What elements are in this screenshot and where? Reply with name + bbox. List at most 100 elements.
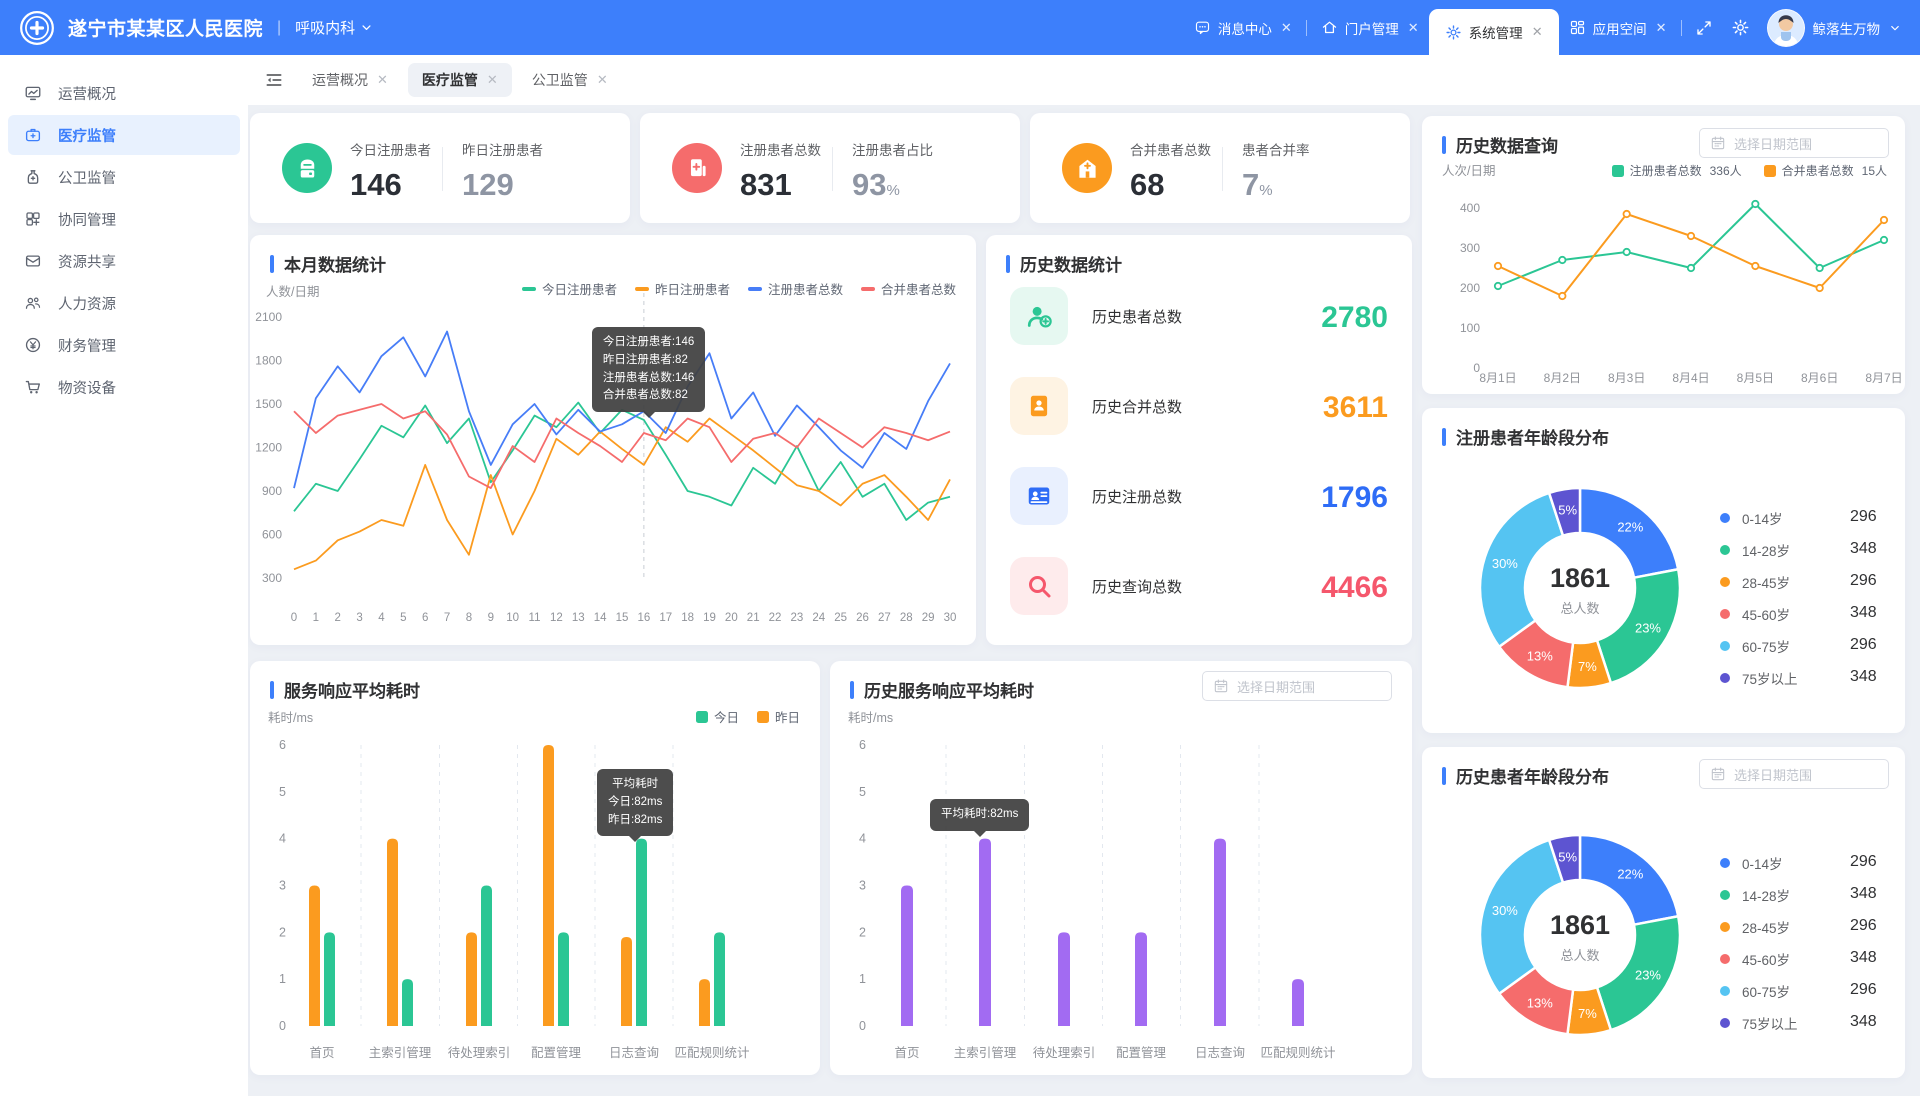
sidebar-item-协同管理[interactable]: 协同管理 — [8, 199, 240, 239]
legend-label: 60-75岁 — [1742, 981, 1790, 1001]
close-icon[interactable]: ✕ — [487, 72, 498, 88]
department-switcher[interactable]: 呼吸内科 — [295, 17, 374, 38]
settings-button[interactable] — [1722, 0, 1759, 55]
history-stat-row-历史注册总数: 历史注册总数 — [1010, 467, 1182, 525]
stat-value: 831 — [740, 169, 821, 200]
donut-legend-28-45岁[interactable]: 28-45岁 — [1720, 572, 1790, 592]
patient-add-icon — [1024, 301, 1054, 331]
user-menu[interactable]: 鲸落生万物 — [1759, 0, 1920, 55]
stat-metric: 注册患者占比 93% — [852, 139, 933, 200]
donut-total: 1861 总人数 — [1525, 563, 1635, 617]
stat-card-icon-wrap — [282, 143, 332, 193]
nav-tab-门户管理[interactable]: 门户管理✕ — [1311, 0, 1429, 55]
workspace-tab-公卫监管[interactable]: 公卫监管 ✕ — [518, 63, 622, 97]
close-icon[interactable]: ✕ — [597, 72, 608, 88]
nav-tab-系统管理[interactable]: 系统管理✕ — [1429, 9, 1559, 55]
workspace-tab-医疗监管[interactable]: 医疗监管 ✕ — [408, 63, 512, 97]
svg-text:12: 12 — [550, 612, 563, 624]
svg-text:22: 22 — [769, 612, 782, 624]
history-stat-row-历史查询总数: 历史查询总数 — [1010, 557, 1182, 615]
message-icon — [1194, 19, 1211, 36]
donut-legend-0-14岁[interactable]: 0-14岁 — [1720, 853, 1783, 873]
history-stat-icon-wrap — [1010, 377, 1068, 435]
nav-tab-消息中心[interactable]: 消息中心✕ — [1184, 0, 1302, 55]
tooltip-line: 平均耗时 — [608, 776, 662, 794]
donut-legend-45-60岁[interactable]: 45-60岁 — [1720, 604, 1790, 624]
avatar — [1767, 9, 1805, 47]
donut-legend-75岁以上[interactable]: 75岁以上 — [1720, 1013, 1798, 1033]
stat-divider — [832, 147, 833, 191]
svg-text:11: 11 — [529, 612, 541, 624]
sidebar-item-运营概况[interactable]: 运营概况 — [8, 73, 240, 113]
svg-text:17: 17 — [659, 612, 672, 624]
donut-legend-value: 296 — [1850, 917, 1877, 935]
svg-text:10: 10 — [506, 612, 519, 624]
stat-value: 146 — [350, 169, 431, 200]
history-stat-value: 1796 — [1321, 481, 1388, 515]
donut-legend-28-45岁[interactable]: 28-45岁 — [1720, 917, 1790, 937]
gear-icon — [1731, 18, 1750, 37]
donut-legend-45-60岁[interactable]: 45-60岁 — [1720, 949, 1790, 969]
sidebar-item-公卫监管[interactable]: 公卫监管 — [8, 157, 240, 197]
donut-legend-60-75岁[interactable]: 60-75岁 — [1720, 636, 1790, 656]
sidebar-item-label: 公卫监管 — [58, 167, 116, 188]
donut-total-label: 总人数 — [1525, 598, 1635, 617]
legend-dot — [1720, 609, 1730, 619]
donut-legend-value: 296 — [1850, 981, 1877, 999]
sidebar-item-资源共享[interactable]: 资源共享 — [8, 241, 240, 281]
search-icon — [1024, 571, 1054, 601]
close-icon[interactable]: ✕ — [1656, 20, 1667, 36]
panel-header: 历史数据统计 — [1006, 251, 1122, 276]
svg-text:30%: 30% — [1492, 556, 1518, 571]
sidebar-item-人力资源[interactable]: 人力资源 — [8, 283, 240, 323]
stat-value: 7% — [1242, 169, 1310, 200]
svg-text:13%: 13% — [1527, 648, 1553, 663]
fullscreen-button[interactable] — [1686, 0, 1722, 55]
close-icon[interactable]: ✕ — [377, 72, 388, 88]
donut-legend-75岁以上[interactable]: 75岁以上 — [1720, 668, 1798, 688]
close-icon[interactable]: ✕ — [1408, 20, 1419, 36]
nav-tab-应用空间[interactable]: 应用空间✕ — [1559, 0, 1677, 55]
navbar-right: 消息中心✕门户管理✕系统管理✕应用空间✕ 鲸落生万物 — [1184, 0, 1920, 55]
stat-label: 昨日注册患者 — [462, 139, 543, 159]
sidebar-item-物资设备[interactable]: 物资设备 — [8, 367, 240, 407]
svg-text:900: 900 — [262, 484, 282, 498]
hospital-logo — [18, 9, 56, 47]
donut-legend-value: 348 — [1850, 604, 1877, 622]
history-stat-label: 历史查询总数 — [1092, 576, 1182, 597]
collapse-sidebar-icon[interactable] — [264, 70, 284, 90]
collapse-icon — [264, 70, 284, 90]
close-icon[interactable]: ✕ — [1532, 24, 1543, 40]
donut-legend-60-75岁[interactable]: 60-75岁 — [1720, 981, 1790, 1001]
svg-text:待处理索引: 待处理索引 — [1033, 1046, 1096, 1060]
svg-text:8月5日: 8月5日 — [1737, 371, 1774, 385]
svg-text:13: 13 — [572, 612, 585, 624]
legend-dot — [1720, 673, 1730, 683]
legend-dot — [1720, 545, 1730, 555]
avatar-image — [1768, 10, 1804, 46]
stat-metric: 合并患者总数 68 — [1130, 139, 1211, 200]
svg-text:14: 14 — [594, 612, 607, 624]
donut-legend-14-28岁[interactable]: 14-28岁 — [1720, 540, 1790, 560]
legend-dot — [1720, 922, 1730, 932]
publichealth-icon — [24, 168, 42, 186]
workspace-tab-运营概况[interactable]: 运营概况 ✕ — [298, 63, 402, 97]
close-icon[interactable]: ✕ — [1281, 20, 1292, 36]
svg-text:9: 9 — [488, 612, 494, 624]
donut-legend-value: 348 — [1850, 1013, 1877, 1031]
donut-legend-0-14岁[interactable]: 0-14岁 — [1720, 508, 1783, 528]
svg-text:25: 25 — [834, 612, 847, 624]
sidebar-item-财务管理[interactable]: 财务管理 — [8, 325, 240, 365]
sidebar-item-医疗监管[interactable]: 医疗监管 — [8, 115, 240, 155]
grid-icon — [1569, 19, 1586, 36]
stat-label: 注册患者总数 — [740, 139, 821, 159]
donut-legend-14-28岁[interactable]: 14-28岁 — [1720, 885, 1790, 905]
legend-dot — [1720, 577, 1730, 587]
svg-text:主索引管理: 主索引管理 — [954, 1045, 1017, 1060]
legend-dot — [1720, 954, 1730, 964]
svg-text:16: 16 — [637, 612, 650, 624]
svg-text:26: 26 — [856, 612, 869, 624]
